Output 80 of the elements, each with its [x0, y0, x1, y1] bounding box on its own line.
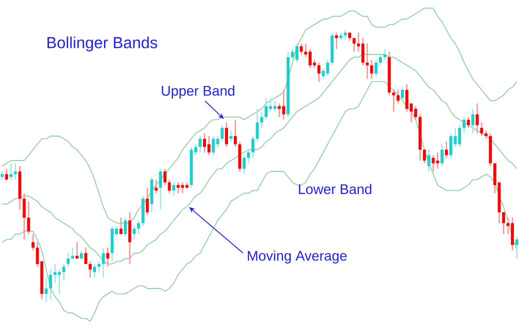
candlestick [97, 260, 100, 273]
annotation: Upper Band [162, 86, 234, 99]
candlestick [75, 242, 78, 260]
candlestick [396, 89, 400, 104]
candlestick [212, 135, 215, 156]
candlestick [440, 144, 444, 167]
candlestick [229, 130, 232, 142]
candlestick [93, 263, 96, 278]
candlestick [247, 149, 250, 164]
annotation: Lower Band [298, 184, 372, 194]
candlestick [462, 116, 466, 134]
candlestick [374, 59, 378, 77]
candlestick [449, 132, 452, 158]
candlestick [14, 162, 17, 180]
candlestick [88, 260, 92, 278]
candlestick [220, 124, 224, 142]
candlestick [124, 217, 127, 238]
candlestick [198, 135, 202, 153]
candlestick [471, 108, 474, 134]
candlestick [432, 154, 435, 172]
candlestick [119, 217, 122, 235]
candlestick [10, 162, 12, 180]
candlestick [234, 119, 237, 148]
candlestick [414, 106, 418, 120]
chart-title: Bollinger Bands [47, 36, 158, 52]
candlestick [366, 42, 369, 80]
candlestick [370, 59, 374, 80]
candlestick [31, 233, 34, 251]
candlestick [378, 54, 382, 66]
candlestick [154, 179, 158, 194]
candlestick [352, 37, 356, 52]
candlestick [264, 97, 268, 120]
candlestick [58, 268, 61, 294]
candlestick [242, 154, 246, 175]
candlestick [361, 37, 364, 66]
candlestick [427, 149, 430, 172]
candlestick [392, 89, 396, 112]
candlestick [44, 276, 48, 303]
candlestick [515, 236, 518, 260]
candlestick [480, 122, 484, 137]
candlestick [132, 225, 136, 240]
candlestick [383, 48, 386, 60]
candlestick [159, 168, 162, 210]
candlestick [203, 132, 206, 153]
candlestick [168, 179, 171, 194]
candlestick [400, 86, 404, 102]
candlestick [334, 32, 338, 50]
candlestick [172, 182, 176, 197]
candlestick [106, 247, 110, 268]
candlestick [27, 200, 30, 235]
candlestick [256, 108, 259, 142]
candlestick [260, 110, 264, 128]
candlestick [102, 247, 105, 278]
candlestick [163, 168, 166, 186]
candlestick [176, 182, 180, 194]
candlestick [295, 42, 298, 64]
candlestick [317, 62, 320, 82]
candlestick [137, 220, 140, 235]
candlestick [273, 100, 276, 112]
candlestick [510, 217, 514, 251]
candlestick [502, 212, 506, 235]
candlestick [282, 89, 286, 120]
candlestick [225, 122, 228, 148]
candlestick [66, 252, 70, 268]
candlestick [207, 135, 210, 156]
candlestick [466, 116, 470, 128]
candlestick [444, 140, 448, 158]
candlestick [422, 149, 426, 164]
candlestick [22, 192, 26, 240]
candlestick [278, 102, 281, 118]
candlestick [49, 268, 52, 300]
candlestick [405, 84, 408, 112]
candlestick [300, 42, 303, 56]
candlestick [146, 187, 149, 216]
candlestick [84, 247, 88, 265]
annotation: Moving Average [248, 250, 347, 264]
candlestick [62, 263, 66, 281]
candlestick [251, 135, 254, 158]
candlestick [326, 59, 330, 77]
candlestick [476, 102, 479, 134]
